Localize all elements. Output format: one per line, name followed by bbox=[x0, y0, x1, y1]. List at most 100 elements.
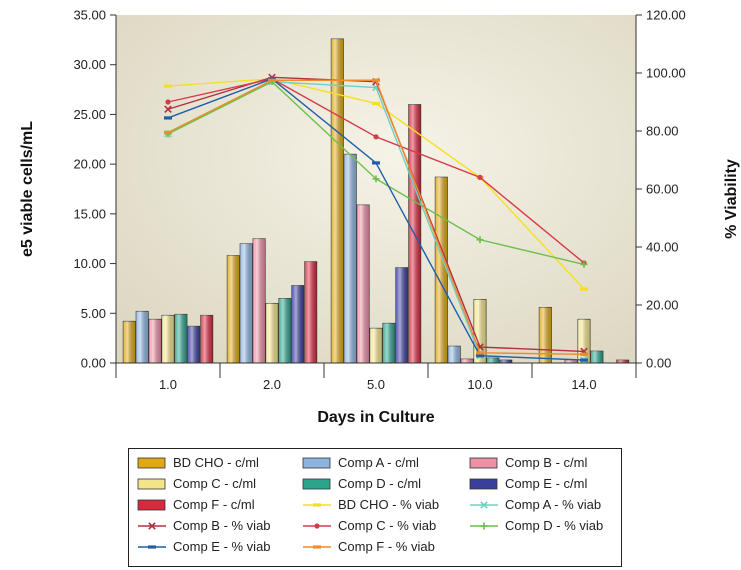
y-tick-label: 35.00 bbox=[73, 8, 106, 23]
legend-marker bbox=[313, 502, 321, 507]
bar bbox=[434, 176, 448, 364]
bar-sheen bbox=[356, 204, 370, 363]
legend-swatch bbox=[138, 544, 166, 549]
y2-tick-label: 40.00 bbox=[646, 240, 679, 255]
legend-label: Comp F - c/ml bbox=[173, 497, 255, 512]
legend-item: Comp B - c/ml bbox=[469, 455, 587, 470]
bar-sheen bbox=[174, 314, 188, 363]
bar bbox=[291, 285, 305, 364]
y-tick-label: 15.00 bbox=[73, 206, 106, 221]
bar-sheen bbox=[227, 255, 240, 363]
bar bbox=[395, 267, 409, 364]
bar-sheen bbox=[486, 358, 500, 363]
y2-tick-label: 100.00 bbox=[646, 66, 686, 81]
legend-swatch bbox=[302, 478, 331, 489]
legend-item: Comp C - c/ml bbox=[137, 476, 256, 491]
legend-marker bbox=[148, 521, 156, 530]
legend-swatch bbox=[303, 522, 331, 529]
bar bbox=[148, 318, 162, 364]
legend-swatch bbox=[303, 502, 331, 507]
series-point bbox=[580, 358, 588, 362]
series-point bbox=[580, 287, 588, 291]
legend-swatch bbox=[137, 457, 166, 468]
bar-sheen bbox=[148, 319, 162, 363]
legend-marker bbox=[313, 544, 321, 549]
y2-tick-label: 20.00 bbox=[646, 298, 679, 313]
series-point bbox=[580, 352, 588, 356]
legend-item: Comp C - % viab bbox=[302, 518, 436, 533]
series-point bbox=[476, 236, 484, 244]
y-tick-label: 0.00 bbox=[81, 356, 106, 371]
axes-layer: 0.00 5.00 10.00 15.00 20.00 25.00 30.00 35.00 0.… bbox=[73, 8, 685, 393]
bar bbox=[538, 306, 552, 364]
bar-sheen bbox=[200, 315, 213, 363]
bar-sheen bbox=[369, 328, 383, 363]
legend-item: Comp A - c/ml bbox=[302, 455, 419, 470]
bar-sheen bbox=[460, 359, 474, 363]
bar bbox=[577, 318, 591, 364]
bar-sheen bbox=[291, 285, 304, 363]
y2-axis-title: % Viability bbox=[723, 159, 740, 239]
bar bbox=[382, 322, 396, 364]
x-tick-label: 10.0 bbox=[467, 377, 492, 392]
bar-sheen bbox=[395, 267, 408, 363]
legend-marker bbox=[314, 522, 320, 529]
bar bbox=[252, 238, 266, 364]
x-tick-label: 5.0 bbox=[367, 377, 385, 392]
series-point bbox=[372, 78, 380, 82]
bar bbox=[369, 327, 383, 364]
bar-sheen bbox=[435, 177, 448, 363]
bar-sheen bbox=[499, 360, 512, 363]
legend-swatch bbox=[302, 457, 331, 468]
bar-sheen bbox=[136, 311, 149, 363]
bar bbox=[356, 204, 370, 364]
bar-sheen bbox=[265, 303, 279, 363]
legend-label: Comp E - % viab bbox=[173, 539, 271, 554]
legend-swatch bbox=[469, 457, 498, 468]
bar-sheen bbox=[448, 346, 461, 363]
bar-sheen bbox=[590, 351, 604, 363]
series-point bbox=[477, 174, 483, 180]
bar-sheen bbox=[161, 315, 175, 363]
legend-item: Comp D - % viab bbox=[469, 518, 603, 533]
bar bbox=[187, 325, 201, 364]
legend-label: Comp D - % viab bbox=[505, 518, 604, 533]
y-tick-label: 20.00 bbox=[73, 157, 106, 172]
series-point bbox=[372, 101, 380, 106]
series-point bbox=[476, 354, 484, 358]
bar bbox=[200, 314, 214, 364]
y2-tick-label: 0.00 bbox=[646, 356, 671, 371]
series-point bbox=[372, 161, 380, 165]
bar bbox=[278, 298, 292, 364]
y2-tick-label: 120.00 bbox=[646, 8, 686, 23]
bar-sheen bbox=[252, 238, 266, 363]
y-axis-title: e5 viable cells/mL bbox=[19, 121, 36, 257]
bar-sheen bbox=[344, 154, 357, 363]
x-tick-label: 2.0 bbox=[263, 377, 281, 392]
legend-marker bbox=[148, 544, 156, 549]
series-point bbox=[372, 175, 380, 183]
legend-label: Comp A - % viab bbox=[505, 497, 602, 512]
bar bbox=[304, 261, 318, 364]
x-tick-label: 14.0 bbox=[571, 377, 596, 392]
bar bbox=[135, 310, 149, 364]
y-tick-label: 30.00 bbox=[73, 57, 106, 72]
y-tick-label: 10.00 bbox=[73, 256, 106, 271]
series-point bbox=[580, 260, 588, 268]
legend-label: Comp C - c/ml bbox=[173, 476, 257, 491]
legend-item: Comp E - % viab bbox=[137, 539, 271, 554]
legend-label: Comp C - % viab bbox=[338, 518, 437, 533]
series-point bbox=[164, 116, 172, 120]
bar-sheen bbox=[278, 298, 292, 363]
legend-swatch bbox=[137, 499, 166, 510]
bar-sheen bbox=[577, 319, 591, 363]
legend-item: Comp E - c/ml bbox=[469, 476, 587, 491]
bar bbox=[460, 358, 474, 364]
legend-label: Comp E - c/ml bbox=[505, 476, 588, 491]
series-point bbox=[164, 105, 172, 114]
plot-area bbox=[116, 15, 636, 363]
series-point bbox=[268, 78, 276, 82]
legend-item: Comp F - c/ml bbox=[137, 497, 255, 512]
legend-marker bbox=[480, 522, 488, 529]
